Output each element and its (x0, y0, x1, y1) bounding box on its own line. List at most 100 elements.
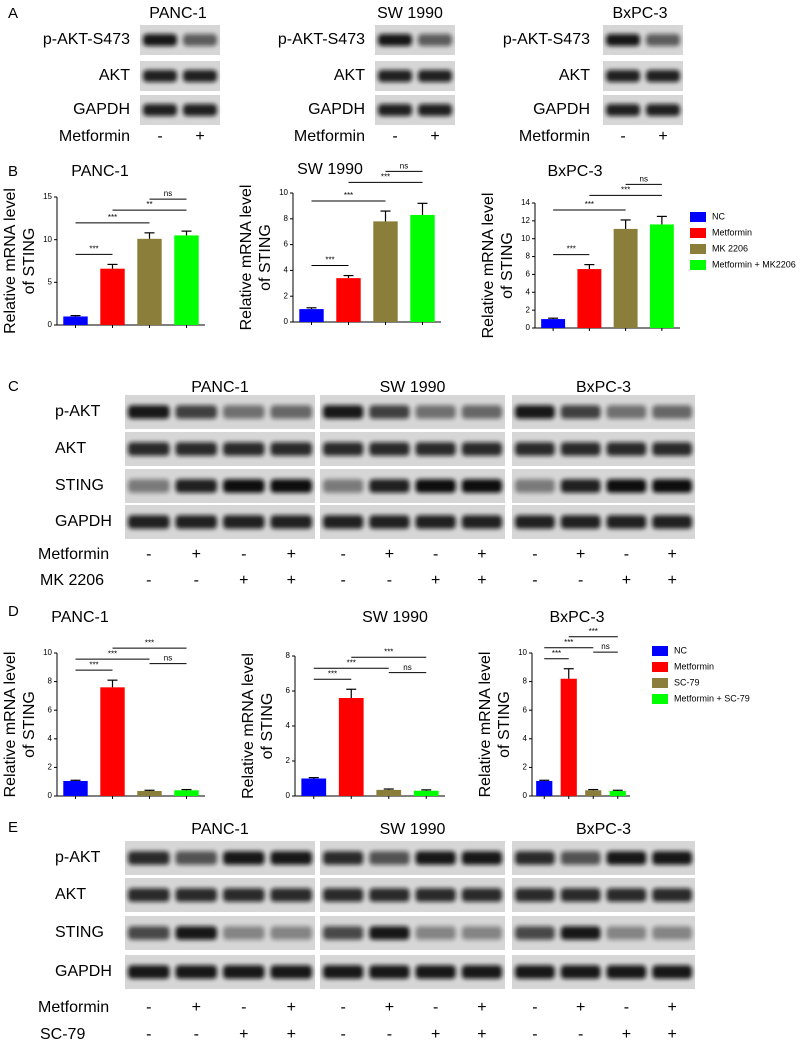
row-label: p-AKT-S473 (278, 31, 365, 48)
band (415, 965, 456, 979)
y-tick-label: 6 (48, 705, 53, 714)
band (128, 926, 170, 940)
band (143, 104, 177, 116)
band (183, 34, 217, 46)
bar (100, 268, 125, 325)
blot-title: PANC-1 (149, 5, 207, 22)
sign: + (192, 546, 201, 563)
row-label: AKT (55, 886, 86, 903)
sign: + (477, 1026, 486, 1043)
band (223, 405, 265, 419)
band (415, 442, 456, 456)
legend-label: Metformin + SC-79 (674, 693, 750, 703)
bar (63, 780, 88, 796)
row-label: p-AKT (55, 849, 101, 866)
sign: + (477, 546, 486, 563)
y-tick-label: 4 (526, 287, 531, 296)
band (223, 442, 265, 456)
band (560, 515, 601, 529)
significance-label: ns (164, 654, 172, 663)
band (606, 442, 647, 456)
band (652, 442, 692, 456)
sign: + (287, 999, 296, 1016)
band (418, 34, 452, 46)
row-label: p-AKT (55, 403, 101, 420)
sign: + (287, 546, 296, 563)
y-tick-label: 5 (48, 277, 53, 286)
band (652, 965, 692, 979)
legend-swatch (690, 244, 706, 254)
band (515, 926, 555, 940)
treatment-label: Metformin (38, 546, 109, 563)
bar (376, 789, 402, 796)
blot-title: SW 1990 (380, 821, 446, 838)
sign: - (340, 546, 345, 563)
sign: + (667, 572, 676, 589)
sign: - (194, 1026, 199, 1043)
bar (613, 228, 638, 328)
legend-swatch (690, 212, 706, 222)
sign: - (532, 999, 537, 1016)
significance-label: ns (164, 189, 172, 198)
band (128, 965, 170, 979)
band (461, 851, 502, 865)
band (560, 405, 601, 419)
band (223, 888, 265, 902)
band (175, 515, 217, 529)
bar (137, 238, 162, 325)
band (652, 405, 692, 419)
band (415, 405, 456, 419)
band (415, 926, 456, 940)
band (223, 965, 265, 979)
sign: - (146, 1026, 151, 1043)
y-axis-label: Relative mRNA level (238, 185, 255, 331)
chart-title: SW 1990 (362, 609, 428, 626)
band (515, 515, 555, 529)
y-axis-label: of STING (21, 691, 38, 758)
legend-label: NC (674, 645, 687, 655)
panel-label: C (8, 378, 19, 395)
significance-label: ns (640, 175, 648, 184)
y-tick-label: 10 (521, 234, 530, 243)
band (128, 515, 170, 529)
sign: + (658, 128, 667, 145)
row-label: GAPDH (308, 101, 365, 118)
band (323, 405, 364, 419)
y-axis-label: of STING (499, 232, 516, 299)
band (461, 926, 502, 940)
band (606, 70, 640, 82)
significance-label: *** (89, 245, 98, 254)
significance-label: ns (601, 642, 609, 651)
sign: - (241, 999, 246, 1016)
band (652, 888, 692, 902)
significance-label: ns (400, 161, 408, 170)
legend-swatch (652, 678, 668, 688)
legend-swatch (652, 694, 668, 704)
y-tick-label: 10 (43, 648, 52, 657)
chart-title: BxPC-3 (549, 609, 604, 626)
blot-title: PANC-1 (191, 379, 249, 396)
band (606, 104, 640, 116)
band (270, 405, 312, 419)
y-tick-label: 10 (518, 648, 527, 657)
band (415, 479, 456, 493)
bar (649, 224, 674, 328)
bar (63, 316, 88, 325)
sign: + (287, 1026, 296, 1043)
sign: - (340, 1026, 345, 1043)
bar (301, 778, 327, 796)
y-axis-label: of STING (496, 691, 513, 758)
band (183, 104, 217, 116)
sign: - (532, 572, 537, 589)
treatment-label: Metformin (519, 128, 590, 145)
band (323, 851, 364, 865)
sign: - (624, 546, 629, 563)
band (461, 479, 502, 493)
sign: - (340, 572, 345, 589)
y-tick-label: 14 (521, 198, 530, 207)
row-label: AKT (559, 67, 590, 84)
band (606, 34, 640, 46)
y-tick-label: 2 (526, 305, 531, 314)
sign: - (146, 546, 151, 563)
band (223, 479, 265, 493)
